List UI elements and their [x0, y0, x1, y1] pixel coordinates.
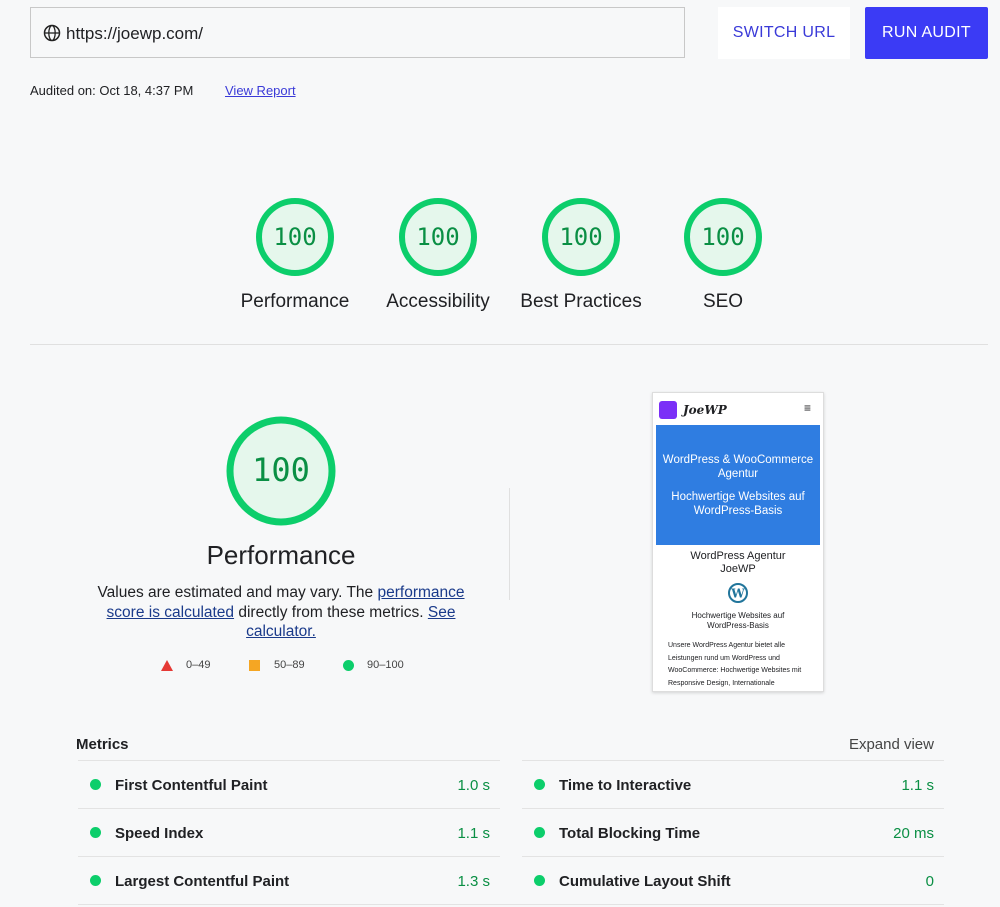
decoration	[226, 416, 336, 526]
performance-title: Performance	[206, 540, 356, 570]
score-label: Accessibility	[386, 291, 490, 312]
url-text: https://joewp.com/	[66, 24, 204, 43]
page-screenshot: JoeWP ≡ WordPress & WooCommerce Agentur …	[652, 392, 824, 692]
metric-value: 1.0 s	[457, 777, 490, 794]
legend-label: 50–89	[274, 659, 305, 671]
score-value: 100	[273, 223, 316, 251]
metric-name: Time to Interactive	[559, 777, 692, 794]
legend: 0–49 50–89 90–100	[160, 658, 420, 674]
hero-title: WordPress & WooCommerce Agentur	[662, 454, 814, 480]
performance-score: 100	[252, 451, 310, 489]
text: directly from these metrics.	[234, 603, 428, 621]
performance-description: Values are estimated and may vary. The p…	[91, 583, 471, 642]
score-group: 100 Best Practices	[520, 198, 642, 312]
metric-row: Largest Contentful Paint 1.3 s	[78, 856, 500, 904]
decoration	[534, 875, 545, 886]
audited-on: Audited on: Oct 18, 4:37 PM	[30, 83, 194, 98]
score-value: 100	[559, 223, 602, 251]
site-heading: WordPress Agentur JoeWP	[690, 550, 786, 575]
performance-gauge: 100	[226, 416, 336, 526]
link[interactable]: performance score is calculated	[106, 584, 465, 621]
decoration	[399, 198, 477, 276]
metric-value: 20 ms	[893, 825, 934, 842]
site-tagline: Hochwertige Websites auf WordPress-Basis	[691, 611, 785, 630]
metric-name: First Contentful Paint	[115, 777, 268, 794]
score-group: 100 Accessibility	[386, 198, 490, 312]
switch-url-button[interactable]: SWITCH URL	[718, 7, 850, 59]
metric-value: 1.3 s	[457, 873, 490, 890]
divider	[509, 488, 510, 600]
score-label: SEO	[703, 291, 743, 312]
hero: WordPress & WooCommerce Agentur Hochwert…	[656, 425, 820, 545]
legend-icon	[161, 660, 173, 671]
decoration	[542, 198, 620, 276]
legend-icon	[343, 660, 354, 671]
metric-row: First Contentful Paint 1.0 s	[78, 760, 500, 808]
metric-row: Cumulative Layout Shift 0	[522, 856, 944, 904]
decoration	[90, 875, 101, 886]
divider	[30, 344, 988, 345]
wordpress-icon: W	[728, 583, 748, 603]
menu-icon: ≡	[803, 401, 811, 415]
score-label: Performance	[241, 291, 350, 312]
decoration	[256, 198, 334, 276]
metric-name: Cumulative Layout Shift	[559, 873, 731, 890]
metrics-title: Metrics	[76, 736, 129, 753]
site-header: JoeWP ≡	[653, 393, 823, 425]
score-group: 100 SEO	[684, 198, 762, 312]
metric-row: Total Blocking Time 20 ms	[522, 808, 944, 856]
metric-row: Speed Index 1.1 s	[78, 808, 500, 856]
decoration	[90, 779, 101, 790]
decoration	[534, 779, 545, 790]
decoration	[161, 660, 173, 671]
view-report-link[interactable]: View Report	[225, 83, 296, 98]
metric-value: 1.1 s	[457, 825, 490, 842]
metric-name: Total Blocking Time	[559, 825, 701, 842]
legend-icon	[249, 660, 260, 671]
metric-name: Speed Index	[115, 825, 204, 842]
expand-view[interactable]: Expand view	[848, 736, 934, 753]
decoration: W	[730, 587, 745, 601]
metric-name: Largest Contentful Paint	[115, 873, 290, 890]
site-body: Unsere WordPress Agentur bietet alle Lei…	[668, 642, 802, 687]
legend-label: 90–100	[367, 659, 404, 671]
divider	[78, 904, 944, 905]
url-input[interactable]: https://joewp.com/	[30, 7, 685, 58]
globe-icon	[43, 24, 61, 42]
decoration	[728, 583, 748, 603]
metric-value: 1.1 s	[901, 777, 934, 794]
run-audit-button[interactable]: RUN AUDIT	[865, 7, 988, 59]
score-group: 100 Performance	[241, 198, 350, 312]
hero-subtitle: Hochwertige Websites auf WordPress-Basis	[671, 491, 805, 517]
site-logo-icon	[659, 401, 677, 419]
link[interactable]: See calculator.	[246, 603, 456, 641]
decoration	[534, 827, 545, 838]
score-value: 100	[701, 223, 744, 251]
decoration	[90, 827, 101, 838]
metric-value: 0	[925, 873, 934, 890]
score-value: 100	[416, 223, 459, 251]
decoration	[684, 198, 762, 276]
score-label: Best Practices	[520, 291, 641, 312]
text: Values are estimated and may vary. The	[97, 584, 378, 601]
legend-label: 0–49	[186, 659, 211, 671]
score-gauges: 100 Performance 100 Accessibility 100 Best …	[241, 198, 762, 312]
site-logo: JoeWP	[683, 403, 727, 417]
metric-row: Time to Interactive 1.1 s	[522, 760, 944, 808]
